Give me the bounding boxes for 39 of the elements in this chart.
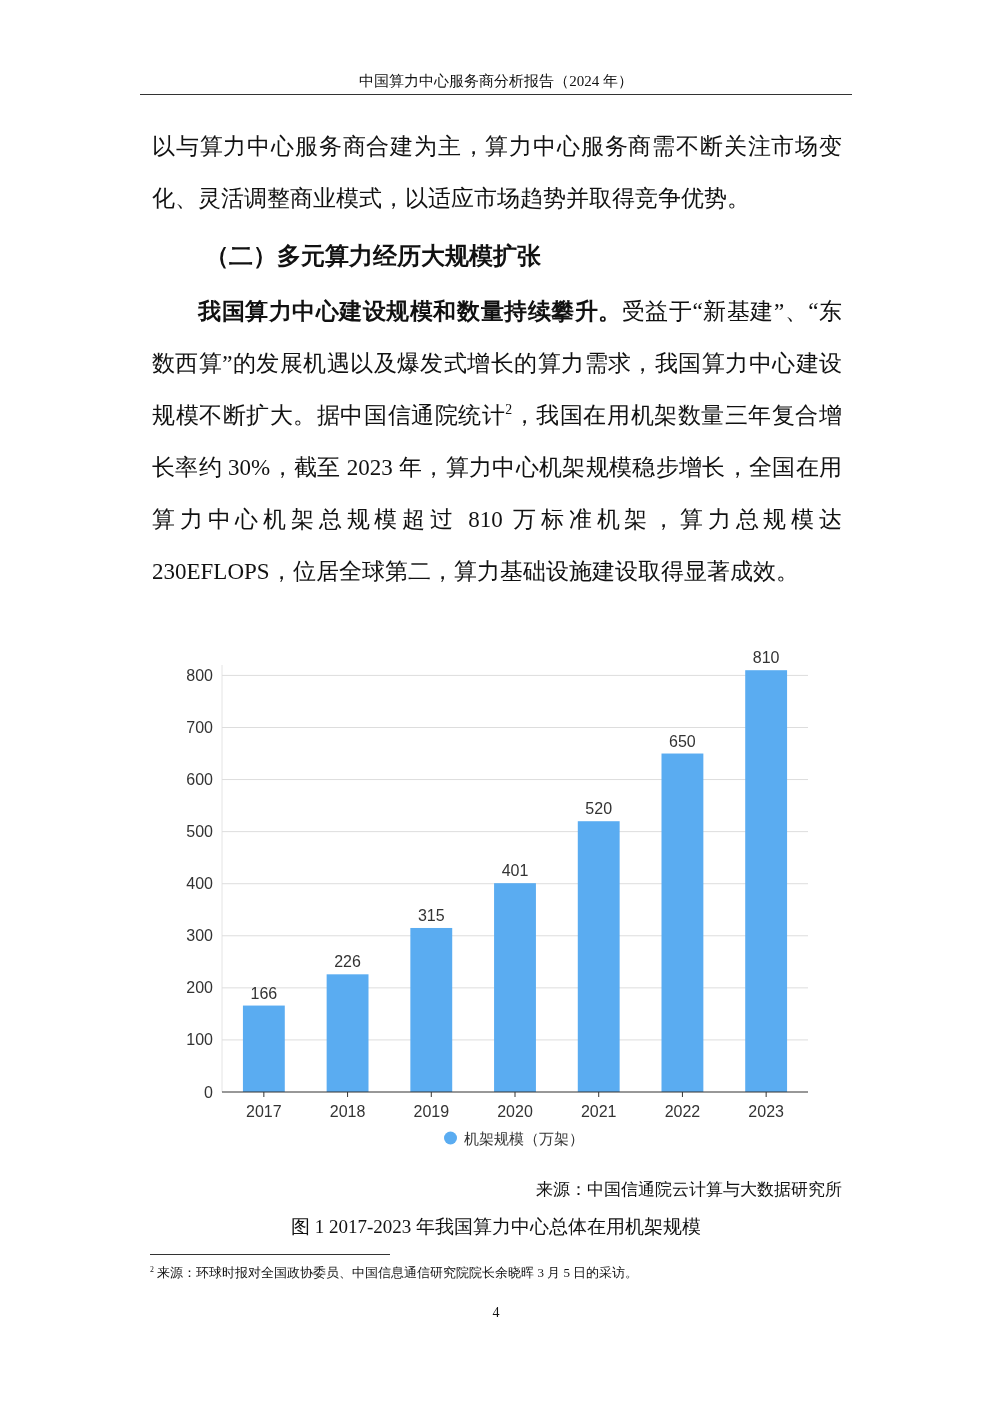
y-tick-label: 0 <box>204 1083 214 1101</box>
text: 中国算力中心服务商分析报告（2024 年） <box>140 70 852 95</box>
bar <box>242 1005 285 1092</box>
y-tick-label: 100 <box>186 1031 214 1049</box>
y-tick-label: 500 <box>186 823 214 841</box>
bar <box>494 883 536 1092</box>
text: 我国算力中心建设规模和数量持续攀升。受益于“新基建”、“东数西算”的发展机遇以及爆发式增长的算力需求，我国算力中心建设规模不断扩大。据中国信通院统计$^{2}$，我国在用机架数量三年复合增长率约 30%，截至 2023 年，算力中心机架规模稳步增长，全国在用算力中心机架总规模超过 810 万标准机架，算力总规模达 230EFLOPS，位居全球第二，算力基础设施建设取得显著成效。 <box>152 299 843 584</box>
x-tick-label: 2022 <box>664 1102 701 1120</box>
bar <box>661 753 704 1092</box>
text: 以与算力中心服务商合建为主，算力中心服务商需不断关注市场变化、灵活调整商业模式，以适应市场趋势并取得竞争优势。 <box>152 133 842 213</box>
text: （二）多元算力经历大规模扩张 <box>205 242 541 271</box>
bar <box>577 821 620 1092</box>
legend-label: 机架规模（万架） <box>464 1129 584 1147</box>
data-label: 226 <box>334 953 362 971</box>
y-tick-label: 400 <box>186 875 214 893</box>
text: 4 <box>491 1304 501 1322</box>
y-tick-label: 300 <box>186 927 214 945</box>
x-tick-label: 2019 <box>413 1102 450 1120</box>
data-label: 315 <box>417 906 445 924</box>
text: 图 1 2017-2023 年我国算力中心总体在用机架规模 <box>289 1215 703 1239</box>
y-tick-label: 700 <box>186 718 214 736</box>
data-label: 650 <box>669 732 696 750</box>
x-tick-label: 2017 <box>246 1102 282 1120</box>
y-tick-label: 800 <box>186 666 214 684</box>
x-tick-label: 2023 <box>748 1102 785 1120</box>
x-tick-label: 2020 <box>497 1102 533 1120</box>
bar <box>745 670 788 1092</box>
bar <box>326 974 369 1092</box>
source-note: 来源：中国信通院云计算与大数据研究所 <box>535 1179 842 1201</box>
bar <box>410 927 453 1092</box>
x-tick-label: 2021 <box>580 1102 617 1120</box>
data-label: 810 <box>752 649 780 667</box>
y-tick-label: 600 <box>186 771 214 789</box>
text: $^{2}$ 来源：环球时报对全国政协委员、中国信息通信研究院院长余晓晖 3 月 5 日的采访。 <box>150 1263 640 1282</box>
data-label: 520 <box>585 800 613 818</box>
data-label: 401 <box>501 862 529 880</box>
data-label: 166 <box>250 984 278 1002</box>
y-tick-label: 200 <box>186 979 214 997</box>
x-tick-label: 2018 <box>329 1102 366 1120</box>
